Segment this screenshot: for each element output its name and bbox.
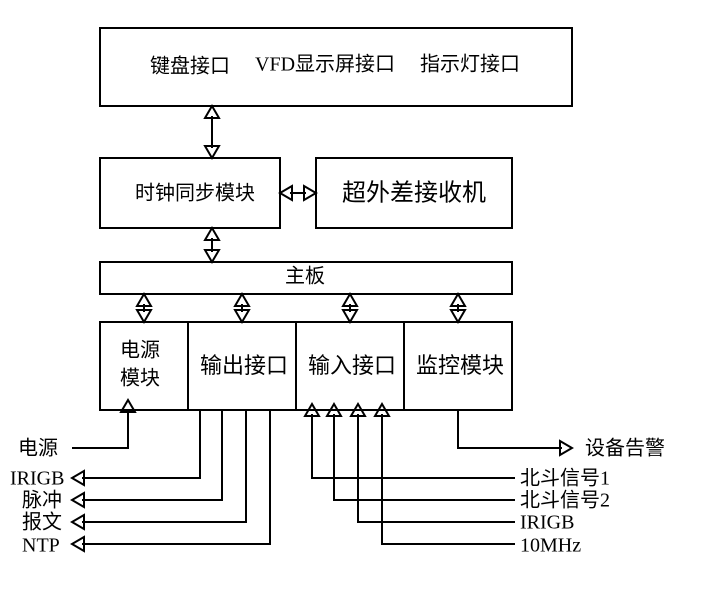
input_if-label-0: 输入接口 [308,353,396,378]
bd1_in-line [312,414,515,478]
output_if-label-0: 输出接口 [200,353,288,378]
pulse_out-label: 脉冲 [22,489,62,512]
bd1_in-label: 北斗信号1 [520,467,610,490]
tenmhz_in-label: 10MHz [520,535,581,557]
block-diagram: 键盘接口VFD显示屏接口指示灯接口时钟同步模块超外差接收机主板电源模块输出接口输… [0,0,714,595]
power_in-line [72,410,128,448]
irigb_out-label: IRIGB [10,468,64,490]
bd2_in-line [334,414,515,500]
msg_out-label: 报文 [22,511,62,534]
ntp_out-label: NTP [22,535,60,557]
irigb_out-line [82,410,200,478]
power_in-label: 电源 [18,437,58,460]
mainboard-label-0: 主板 [285,265,325,288]
top_panel-label-2: 指示灯接口 [420,53,520,76]
power_module-label-1: 模块 [120,367,160,390]
bd2_in-label: 北斗信号2 [520,489,610,512]
top_panel-label-0: 键盘接口 [150,55,230,78]
receiver-label-0: 超外差接收机 [342,180,486,207]
irigb_in-label: IRIGB [520,512,574,534]
power_module [100,322,188,410]
monitor-label-0: 监控模块 [416,353,504,378]
alarm_out-label: 设备告警 [585,437,665,460]
power_module-label-0: 电源 [120,339,160,362]
clock_sync-label-0: 时钟同步模块 [135,182,255,205]
top_panel-label-1: VFD显示屏接口 [255,53,395,76]
alarm_out-line [458,410,562,448]
